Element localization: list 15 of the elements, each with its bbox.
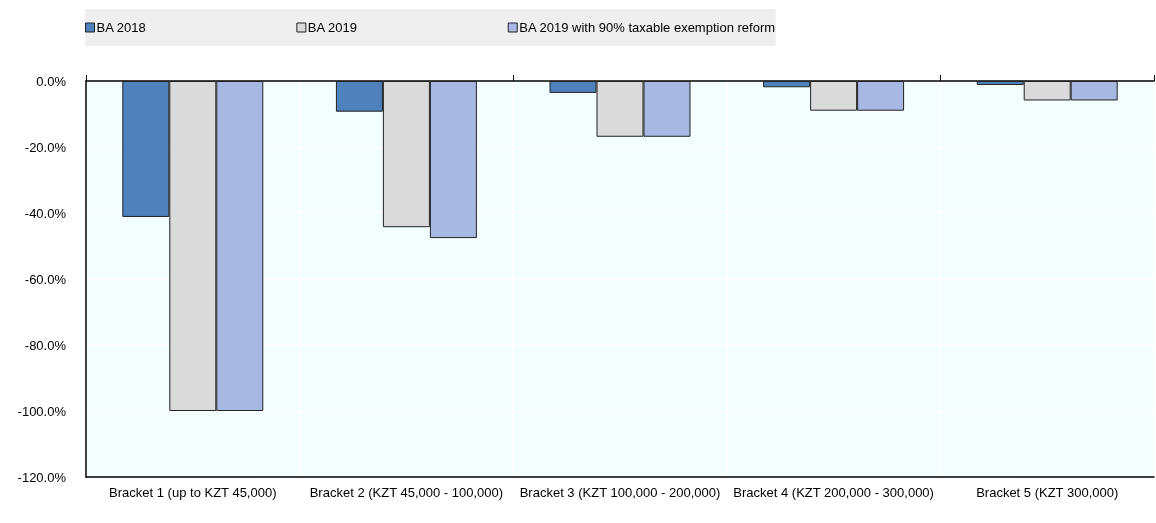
x-tick-label: Bracket 5 (KZT 300,000): [976, 485, 1119, 500]
legend-label: BA 2018: [96, 20, 146, 35]
legend-label: BA 2019: [307, 20, 358, 35]
y-tick-label: -100.0%: [17, 403, 67, 419]
y-tick-label: -20.0%: [24, 139, 67, 155]
y-tick-label: 0.0%: [36, 73, 67, 89]
x-tick-label: Bracket 3 (KZT 100,000 - 200,000): [519, 485, 721, 500]
x-tick-label: Bracket 4 (KZT 200,000 - 300,000): [733, 485, 934, 500]
y-tick-label: -120.0%: [17, 469, 67, 485]
x-tick-label: Bracket 1 (up to KZT 45,000): [109, 485, 277, 500]
x-tick-label: Bracket 2 (KZT 45,000 - 100,000): [309, 485, 504, 500]
y-tick-label: -40.0%: [24, 205, 67, 221]
y-tick-label: -80.0%: [24, 337, 67, 353]
legend-label: BA 2019 with 90% taxable exemption reform: [519, 20, 776, 35]
y-tick-label: -60.0%: [24, 271, 67, 287]
